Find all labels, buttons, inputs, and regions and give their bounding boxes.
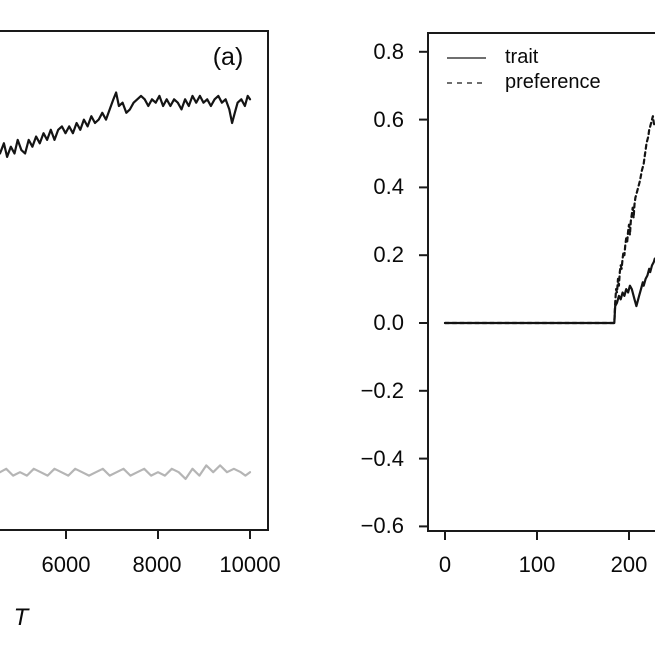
panel-b-y-tick-label-0.8: 0.8 <box>373 39 404 64</box>
panel-b-y-tick-label-0.6: 0.6 <box>373 107 404 132</box>
panel-b-y-tick-label-0.4: 0.4 <box>373 174 404 199</box>
panel-a-x-tick-label-6000: 6000 <box>41 552 91 577</box>
panel-a-series-gray-line <box>0 464 252 480</box>
panel-a-label: (a) <box>212 43 244 71</box>
panel-a-x-tick-label-8000: 8000 <box>132 552 182 577</box>
panel-b-y-tick-label--0.6: −0.6 <box>360 513 404 538</box>
panel-a-x-tick-label-10000: 10000 <box>219 552 281 577</box>
legend-label-trait: trait <box>505 46 539 68</box>
panel-b-series-trait <box>443 257 655 325</box>
panel-b-box <box>427 32 655 532</box>
panel-b-y-tick-label--0.4: −0.4 <box>360 446 404 471</box>
panel-b-y-tick-label-0.0: 0.0 <box>373 310 404 335</box>
panel-a-series-black-line <box>0 91 252 158</box>
panel-a-box <box>0 30 269 531</box>
panel-b-x-tick-label-0: 0 <box>438 552 452 577</box>
panel-b-y-tick-label--0.2: −0.2 <box>360 378 404 403</box>
legend-label-preference: preference <box>505 71 601 93</box>
panel-b-y-tick-label-0.2: 0.2 <box>373 242 404 267</box>
panel-b-x-tick-label-100: 100 <box>518 552 556 577</box>
panel-b-series-preference <box>443 115 655 325</box>
panel-b-x-tick-label-200: 200 <box>610 552 648 577</box>
panel-a-x-axis-title: T <box>13 604 29 631</box>
